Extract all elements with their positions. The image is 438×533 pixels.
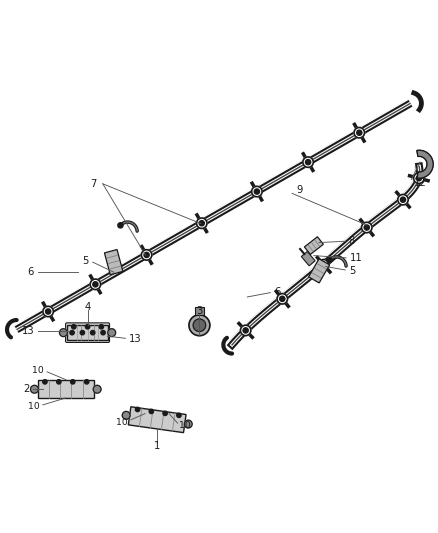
Text: 6: 6 — [274, 287, 280, 297]
Text: 5: 5 — [82, 256, 88, 266]
Circle shape — [60, 329, 67, 336]
Circle shape — [85, 379, 89, 384]
Text: 4: 4 — [85, 302, 91, 312]
Circle shape — [108, 329, 116, 336]
Text: 5: 5 — [349, 266, 355, 276]
Circle shape — [243, 328, 248, 333]
Text: 13: 13 — [128, 334, 141, 344]
Polygon shape — [38, 380, 94, 398]
Circle shape — [252, 187, 262, 197]
Circle shape — [303, 157, 313, 167]
Circle shape — [93, 385, 101, 393]
Text: 12: 12 — [414, 178, 427, 188]
Text: 10: 10 — [116, 418, 127, 427]
Circle shape — [280, 296, 285, 302]
Circle shape — [193, 319, 206, 332]
Circle shape — [163, 411, 167, 416]
Circle shape — [354, 127, 364, 138]
Circle shape — [31, 385, 39, 393]
Circle shape — [177, 413, 181, 417]
Circle shape — [400, 197, 406, 203]
Circle shape — [43, 306, 53, 317]
Polygon shape — [67, 325, 108, 340]
Circle shape — [118, 223, 123, 228]
Circle shape — [327, 257, 332, 263]
Text: 2: 2 — [23, 384, 30, 394]
Polygon shape — [195, 307, 204, 315]
Circle shape — [144, 252, 149, 257]
Text: 7: 7 — [90, 179, 96, 189]
Circle shape — [413, 173, 424, 183]
Polygon shape — [309, 259, 330, 283]
Text: 10: 10 — [179, 421, 191, 430]
Circle shape — [189, 315, 210, 336]
Circle shape — [101, 330, 105, 335]
Text: 10: 10 — [28, 402, 40, 411]
Circle shape — [197, 218, 207, 229]
Circle shape — [398, 195, 408, 205]
Polygon shape — [104, 249, 123, 275]
Circle shape — [71, 379, 75, 384]
Polygon shape — [128, 407, 186, 433]
Circle shape — [199, 221, 205, 226]
Circle shape — [240, 325, 251, 336]
Circle shape — [277, 294, 287, 304]
Circle shape — [318, 260, 329, 270]
Text: 6: 6 — [28, 266, 34, 277]
Circle shape — [99, 325, 103, 329]
Circle shape — [416, 175, 421, 181]
Circle shape — [57, 379, 61, 384]
FancyBboxPatch shape — [66, 323, 110, 342]
Circle shape — [85, 325, 90, 329]
Circle shape — [46, 309, 51, 314]
Circle shape — [141, 249, 152, 260]
Polygon shape — [417, 150, 433, 178]
Circle shape — [80, 330, 85, 335]
Circle shape — [135, 407, 140, 411]
Circle shape — [254, 189, 259, 194]
Circle shape — [321, 262, 326, 268]
Text: 1: 1 — [154, 441, 160, 451]
Polygon shape — [417, 150, 433, 178]
Circle shape — [149, 409, 153, 414]
Circle shape — [361, 222, 372, 233]
Text: 9: 9 — [297, 185, 303, 195]
Circle shape — [91, 330, 95, 335]
Circle shape — [93, 282, 98, 287]
Circle shape — [364, 225, 369, 230]
Text: 11: 11 — [350, 253, 362, 263]
Polygon shape — [304, 237, 323, 254]
Circle shape — [43, 379, 47, 384]
Circle shape — [90, 279, 101, 289]
Text: 13: 13 — [21, 326, 34, 336]
Polygon shape — [301, 252, 315, 266]
Circle shape — [357, 130, 362, 135]
Text: 3: 3 — [196, 306, 202, 316]
Circle shape — [305, 159, 311, 165]
Circle shape — [184, 420, 192, 428]
Text: 10: 10 — [32, 366, 44, 375]
Circle shape — [70, 330, 74, 335]
Text: 8: 8 — [349, 236, 355, 246]
Circle shape — [71, 325, 76, 329]
Circle shape — [122, 411, 130, 419]
